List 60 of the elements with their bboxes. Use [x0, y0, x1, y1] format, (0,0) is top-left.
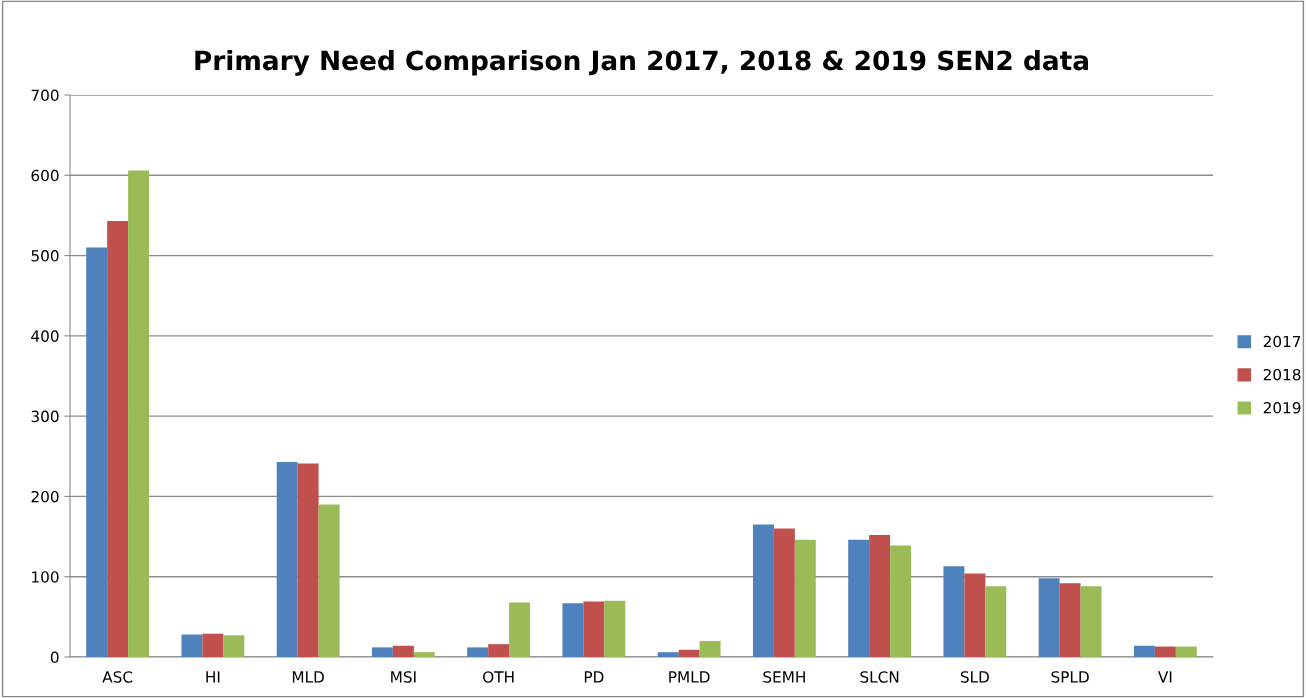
- bar: [371, 647, 393, 657]
- bar: [848, 539, 870, 657]
- y-tick-label: 300: [31, 410, 59, 423]
- bar: [869, 534, 891, 657]
- bar: [392, 645, 414, 657]
- bar: [562, 603, 584, 657]
- chart-title: Primary Need Comparison Jan 2017, 2018 & 2019 SEN2 data: [195, 49, 1088, 76]
- x-tick-label: MSI: [391, 671, 416, 683]
- bar: [202, 633, 224, 657]
- bar: [604, 600, 626, 657]
- x-tick-label: OTH: [483, 671, 514, 683]
- bar: [86, 247, 108, 657]
- bar: [657, 652, 679, 657]
- y-tick-label: 600: [31, 169, 59, 182]
- bar: [276, 461, 298, 657]
- bar: [509, 602, 531, 657]
- bar: [1154, 646, 1176, 657]
- x-tick-label: SEMH: [763, 671, 805, 683]
- bar: [943, 566, 965, 657]
- bar: [1175, 646, 1197, 657]
- bar: [890, 545, 912, 657]
- legend-label: 2018: [1263, 368, 1301, 381]
- bar: [794, 539, 816, 657]
- bar: [181, 634, 203, 657]
- y-tick-label: 0: [50, 651, 59, 664]
- x-tick-label: VI: [1158, 671, 1172, 683]
- y-tick-label: 700: [31, 89, 59, 102]
- bar: [678, 649, 700, 657]
- bar: [583, 601, 605, 657]
- x-tick-label: PD: [584, 671, 604, 683]
- bar: [985, 586, 1007, 657]
- legend-label: 2019: [1263, 402, 1301, 414]
- bar: [107, 221, 129, 657]
- x-tick-label: ASC: [102, 671, 133, 683]
- y-tick-label: 400: [31, 330, 59, 342]
- x-tick-label: SLD: [960, 671, 989, 683]
- bar: [467, 647, 489, 657]
- x-tick-label: SPLD: [1051, 671, 1089, 683]
- bar: [223, 635, 245, 657]
- bar: [1059, 583, 1081, 657]
- bar: [1080, 586, 1102, 657]
- bar: [297, 463, 319, 657]
- bar: [128, 170, 150, 657]
- bar: [318, 504, 340, 657]
- bar: [773, 528, 795, 657]
- y-tick-label: 200: [31, 490, 59, 503]
- bar: [699, 640, 721, 657]
- legend-label: 2017: [1263, 335, 1301, 348]
- y-tick-label: 500: [31, 250, 59, 262]
- bar: [488, 644, 510, 657]
- y-tick-label: 100: [32, 571, 59, 583]
- bar: [752, 524, 774, 657]
- x-tick-label: PMLD: [669, 671, 710, 683]
- x-tick-label: HI: [206, 671, 220, 683]
- bar: [964, 573, 986, 657]
- bar: [413, 652, 435, 657]
- x-tick-label: MLD: [292, 671, 324, 683]
- x-tick-label: SLCN: [860, 671, 899, 683]
- bar: [1038, 578, 1060, 657]
- bar: [1133, 645, 1155, 657]
